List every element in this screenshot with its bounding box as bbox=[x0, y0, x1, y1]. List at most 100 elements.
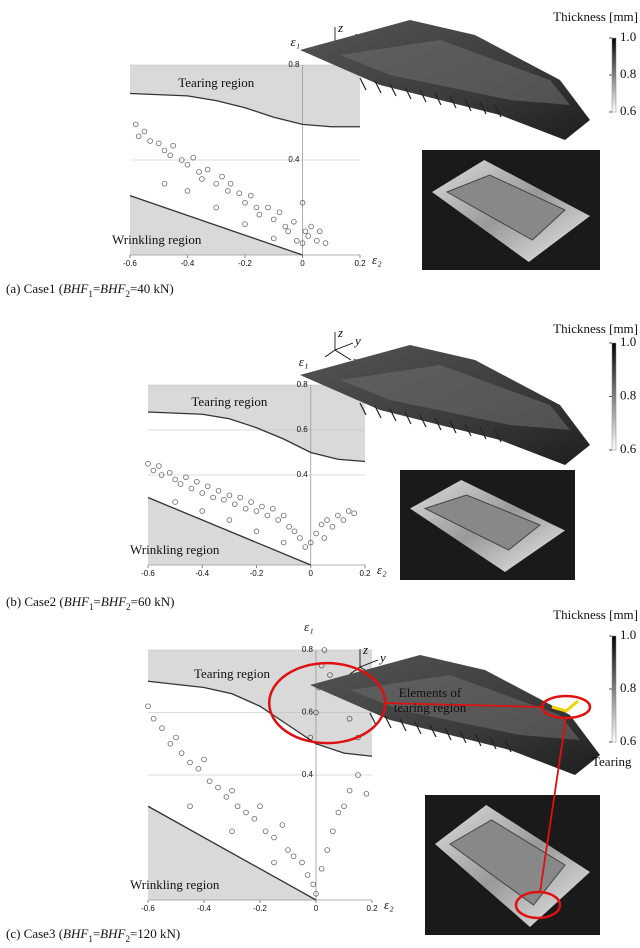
colorbar-title: Thickness [mm] bbox=[553, 607, 638, 622]
page: 0.4 0.8 -0.6 -0.4 -0.2 0 0.2 ε₁ ε₂ Tearing region… bbox=[0, 0, 640, 948]
caption-run: BHF bbox=[101, 594, 127, 609]
x-axis-label: ε₂ bbox=[377, 562, 387, 577]
strain-point bbox=[228, 181, 233, 186]
strain-point bbox=[303, 545, 308, 550]
colorbar-tick-label: 1.0 bbox=[620, 334, 636, 349]
strain-point bbox=[243, 200, 248, 205]
strain-point bbox=[156, 464, 161, 469]
strain-point bbox=[276, 518, 281, 523]
strain-point bbox=[280, 823, 285, 828]
strain-point bbox=[257, 212, 262, 217]
strain-point bbox=[216, 488, 221, 493]
strain-point bbox=[216, 785, 221, 790]
caption-run: BHF bbox=[64, 594, 90, 609]
caption-run: BHF bbox=[100, 926, 126, 941]
caption: (b) Case2 (BHF1=BHF2=60 kN) bbox=[6, 594, 174, 612]
triad-label: y bbox=[378, 650, 386, 665]
strain-point bbox=[342, 804, 347, 809]
strain-point bbox=[199, 177, 204, 182]
triad-label: z bbox=[362, 642, 368, 657]
triad-label: z bbox=[337, 20, 343, 35]
colorbar-tick-label: 0.8 bbox=[620, 680, 636, 695]
strain-point bbox=[225, 188, 230, 193]
strain-point bbox=[283, 224, 288, 229]
strain-point bbox=[298, 536, 303, 541]
strain-point bbox=[227, 518, 232, 523]
y-tick-label: 0.8 bbox=[288, 60, 300, 69]
x-tick-label: -0.4 bbox=[197, 904, 211, 913]
strain-point bbox=[254, 509, 259, 514]
colorbar-tick-label: 1.0 bbox=[620, 29, 636, 44]
x-tick-label: 0.2 bbox=[359, 569, 371, 578]
x-tick-label: 0.2 bbox=[354, 259, 366, 268]
strain-point bbox=[222, 497, 227, 502]
figure: 0.4 0.8 -0.6 -0.4 -0.2 0 0.2 ε₁ ε₂ Tearing region… bbox=[0, 0, 640, 948]
strain-point bbox=[364, 791, 369, 796]
strain-point bbox=[330, 524, 335, 529]
x-tick-label: 0 bbox=[314, 904, 319, 913]
y-tick-label: 0.4 bbox=[297, 470, 309, 479]
region-label: Wrinkling region bbox=[130, 542, 220, 557]
triad-label: y bbox=[353, 333, 361, 348]
strain-point bbox=[272, 835, 277, 840]
strain-point bbox=[317, 229, 322, 234]
strain-point bbox=[281, 513, 286, 518]
strain-point bbox=[146, 461, 151, 466]
strain-point bbox=[142, 129, 147, 134]
strain-point bbox=[232, 502, 237, 507]
strain-point bbox=[314, 238, 319, 243]
strain-point bbox=[237, 191, 242, 196]
colorbar-tick-label: 0.6 bbox=[620, 441, 637, 456]
colorbar-tick-label: 0.6 bbox=[620, 733, 637, 748]
region-label: Wrinkling region bbox=[112, 232, 202, 247]
strain-point bbox=[148, 139, 153, 144]
strain-point bbox=[188, 760, 193, 765]
strain-point bbox=[196, 766, 201, 771]
y-tick-label: 0.8 bbox=[302, 645, 314, 654]
strain-point bbox=[168, 153, 173, 158]
strain-point bbox=[306, 234, 311, 239]
strain-point bbox=[291, 854, 296, 859]
strain-point bbox=[322, 536, 327, 541]
strain-point bbox=[189, 486, 194, 491]
x-tick-label: -0.2 bbox=[253, 904, 267, 913]
region-label: Tearing region bbox=[191, 394, 267, 409]
strain-point bbox=[200, 509, 205, 514]
strain-point bbox=[286, 229, 291, 234]
strain-point bbox=[197, 169, 202, 174]
strain-point bbox=[224, 794, 229, 799]
strain-point bbox=[346, 509, 351, 514]
y-axis-label: ε₁ bbox=[299, 354, 309, 369]
x-tick-label: 0.2 bbox=[366, 904, 378, 913]
strain-point bbox=[287, 524, 292, 529]
strain-point bbox=[171, 143, 176, 148]
caption-run: (b) Case2 ( bbox=[6, 594, 64, 609]
strain-point bbox=[270, 506, 275, 511]
x-tick-label: -0.6 bbox=[141, 569, 155, 578]
colorbar-tick-label: 0.6 bbox=[620, 103, 637, 118]
strain-point bbox=[160, 726, 165, 731]
strain-point bbox=[263, 829, 268, 834]
caption-run: (a) Case1 ( bbox=[6, 281, 63, 296]
x-tick-label: -0.4 bbox=[181, 259, 195, 268]
colorbar-tick-label: 1.0 bbox=[620, 627, 636, 642]
strain-point bbox=[185, 162, 190, 167]
strain-point bbox=[194, 479, 199, 484]
strain-point bbox=[168, 741, 173, 746]
strain-point bbox=[286, 848, 291, 853]
strain-point bbox=[314, 531, 319, 536]
strain-point bbox=[277, 210, 282, 215]
strain-point bbox=[303, 229, 308, 234]
y-tick-label: 0.4 bbox=[302, 770, 314, 779]
x-tick-label: 0 bbox=[309, 569, 314, 578]
strain-point bbox=[185, 188, 190, 193]
strain-point bbox=[352, 511, 357, 516]
strain-point bbox=[325, 848, 330, 853]
caption-run: BHF bbox=[100, 281, 126, 296]
y-axis-label: ε₁ bbox=[291, 34, 301, 49]
strain-point bbox=[254, 529, 259, 534]
region-label: Wrinkling region bbox=[130, 877, 220, 892]
strain-point bbox=[238, 495, 243, 500]
strain-point bbox=[244, 810, 249, 815]
colorbar bbox=[612, 636, 616, 742]
